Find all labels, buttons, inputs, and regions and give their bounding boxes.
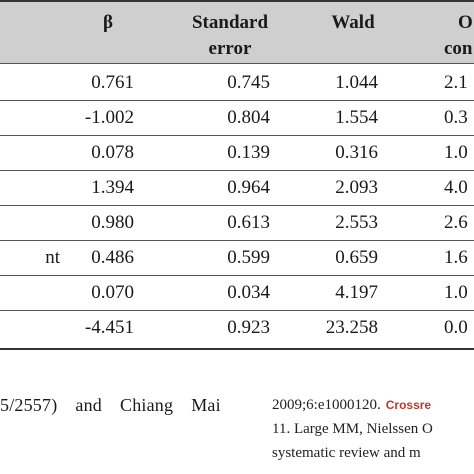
results-table: β Standard error Wald O con 0.761 0.745 …: [0, 0, 474, 350]
cell-or: 4.0: [444, 177, 468, 198]
cell-beta: -4.451: [84, 317, 134, 338]
cell-wald: 4.197: [335, 282, 378, 303]
reference-line-1: 2009;6:e1000120. Crossre: [272, 397, 432, 413]
cell-wald: 0.316: [335, 142, 378, 163]
cell-se: 0.923: [227, 317, 270, 338]
table-top-rule: [0, 0, 474, 2]
cell-wald: 1.554: [335, 107, 378, 128]
table-row: 1.394 0.964 2.093 4.0: [0, 171, 474, 205]
row-divider: [0, 170, 474, 171]
cell-se: 0.804: [227, 107, 270, 128]
header-se-line1: Standard: [191, 12, 269, 33]
table-header-band: [0, 0, 474, 63]
row-label: nt: [45, 247, 60, 268]
header-se-line2: error: [208, 38, 252, 59]
table-row: -1.002 0.804 1.554 0.3: [0, 101, 474, 135]
table-row: nt 0.486 0.599 0.659 1.6: [0, 241, 474, 275]
cell-beta: 0.761: [91, 72, 134, 93]
header-wald: Wald: [331, 12, 375, 33]
cell-or: 1.0: [444, 282, 468, 303]
row-divider: [0, 240, 474, 241]
cell-beta: -1.002: [84, 107, 134, 128]
table-header-rule: [0, 63, 474, 64]
header-or: O con: [444, 10, 474, 62]
row-divider: [0, 205, 474, 206]
page-lower-text: 5/2557) and Chiang Mai 2009;6:e1000120. Cros…: [0, 353, 474, 474]
cell-wald: 2.553: [335, 212, 378, 233]
cell-wald: 2.093: [335, 177, 378, 198]
header-standard-error: Standard error: [176, 10, 284, 62]
cell-se: 0.745: [227, 72, 270, 93]
row-divider: [0, 310, 474, 311]
cell-wald: 0.659: [335, 247, 378, 268]
cell-beta: 0.486: [91, 247, 134, 268]
cell-or: 1.6: [444, 247, 468, 268]
cell-se: 0.964: [227, 177, 270, 198]
cell-se: 0.599: [227, 247, 270, 268]
cell-or: 1.0: [444, 142, 468, 163]
cell-or: 0.3: [444, 107, 468, 128]
cell-beta: 0.078: [91, 142, 134, 163]
row-divider: [0, 135, 474, 136]
cell-wald: 1.044: [335, 72, 378, 93]
table-row: -4.451 0.923 23.258 0.0: [0, 311, 474, 345]
cell-beta: 0.980: [91, 212, 134, 233]
table-row: 0.980 0.613 2.553 2.6: [0, 206, 474, 240]
row-divider: [0, 275, 474, 276]
cell-wald: 23.258: [325, 317, 378, 338]
cell-or: 2.6: [444, 212, 468, 233]
header-or-line1: O: [458, 12, 473, 33]
cell-or: 2.1: [444, 72, 468, 93]
cell-beta: 1.394: [91, 177, 134, 198]
table-row: 0.761 0.745 1.044 2.1: [0, 66, 474, 100]
cell-se: 0.034: [227, 282, 270, 303]
table-bottom-rule: [0, 348, 474, 350]
header-beta: β: [102, 12, 113, 33]
row-divider: [0, 100, 474, 101]
header-or-line2: con: [444, 38, 473, 59]
cell-se: 0.613: [227, 212, 270, 233]
cell-or: 0.0: [444, 317, 468, 338]
cell-beta: 0.070: [91, 282, 134, 303]
cell-se: 0.139: [227, 142, 270, 163]
reference-line-3: systematic review and m: [272, 445, 421, 461]
crossref-link[interactable]: Crossre: [385, 398, 432, 412]
table-row: 0.078 0.139 0.316 1.0: [0, 136, 474, 170]
body-paragraph-fragment: 5/2557) and Chiang Mai: [0, 395, 221, 415]
reference-line-2: 11. Large MM, Nielssen O: [272, 421, 433, 437]
table-row: 0.070 0.034 4.197 1.0: [0, 276, 474, 310]
